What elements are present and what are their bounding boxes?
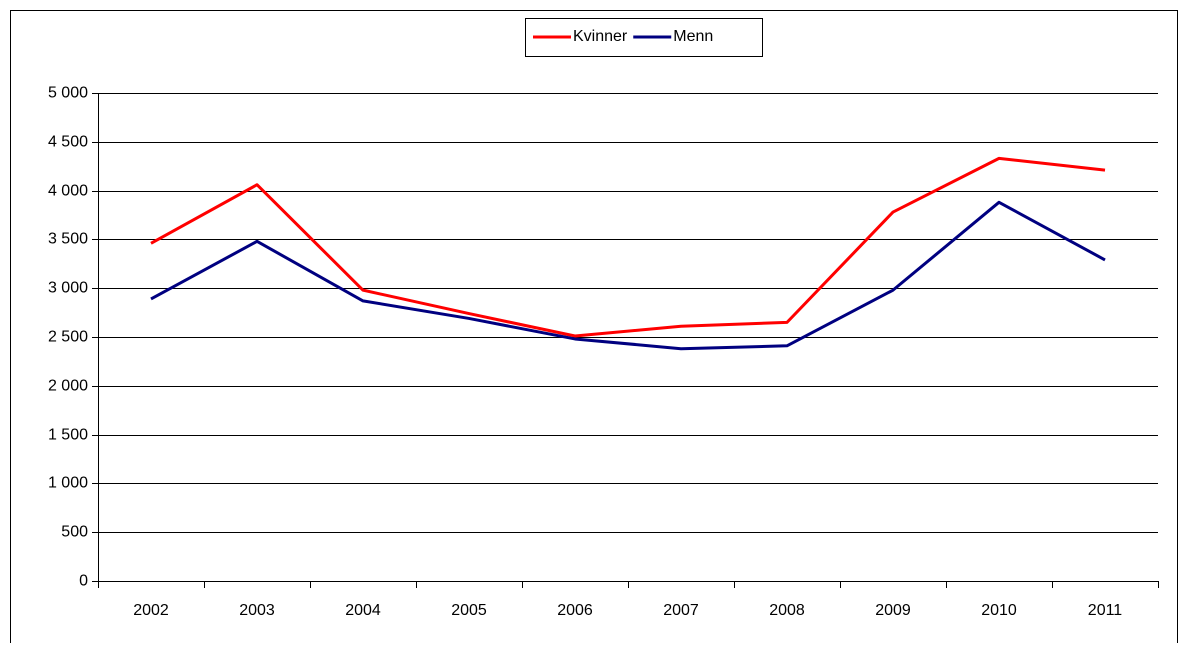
x-tick-label: 2008	[769, 602, 805, 619]
y-tick-label: 4 000	[48, 183, 88, 200]
x-tick-label: 2002	[133, 602, 169, 619]
y-tick-label: 500	[61, 524, 88, 541]
x-tick-label: 2011	[1088, 602, 1123, 619]
chart-frame	[10, 10, 1178, 648]
y-tick-label: 2 000	[48, 378, 88, 395]
y-tick-label: 5 000	[48, 85, 88, 102]
legend-label: Menn	[673, 28, 713, 45]
y-tick-label: 1 000	[48, 475, 88, 492]
y-tick-label: 3 000	[48, 280, 88, 297]
y-tick-label: 0	[79, 573, 88, 590]
x-tick-label: 2007	[663, 602, 699, 619]
line-series	[150, 156, 1106, 338]
y-tick-label: 1 500	[48, 427, 88, 444]
x-tick-label: 2003	[239, 602, 275, 619]
x-tick-label: 2006	[557, 602, 593, 619]
x-tick-label: 2005	[451, 602, 487, 619]
legend-label: Kvinner	[573, 28, 628, 45]
x-tick-label: 2009	[875, 602, 911, 619]
x-tick-label: 2004	[345, 602, 381, 619]
y-tick-label: 4 500	[48, 134, 88, 151]
y-tick-label: 3 500	[48, 231, 88, 248]
x-tick-label: 2010	[981, 602, 1017, 619]
line-series	[150, 200, 1106, 351]
y-tick-label: 2 500	[48, 329, 88, 346]
